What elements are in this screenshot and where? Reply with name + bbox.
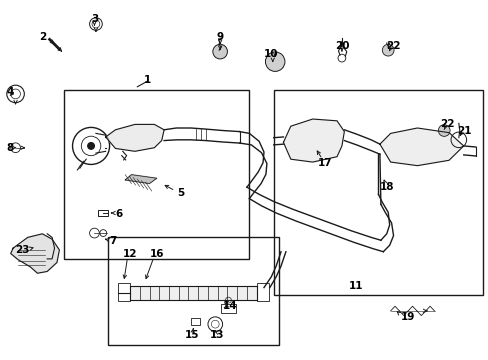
Text: 19: 19 bbox=[400, 312, 414, 322]
Circle shape bbox=[212, 44, 227, 59]
Bar bbox=[221, 304, 235, 313]
Bar bbox=[273, 90, 482, 295]
Text: 10: 10 bbox=[264, 49, 278, 59]
Polygon shape bbox=[125, 175, 157, 184]
Text: 22: 22 bbox=[385, 41, 400, 50]
Text: 20: 20 bbox=[334, 41, 348, 50]
Text: 5: 5 bbox=[177, 188, 184, 198]
Circle shape bbox=[87, 143, 94, 149]
Polygon shape bbox=[11, 234, 59, 273]
Polygon shape bbox=[105, 125, 164, 151]
Circle shape bbox=[382, 44, 393, 56]
Polygon shape bbox=[283, 119, 344, 162]
Polygon shape bbox=[379, 128, 463, 166]
Circle shape bbox=[265, 52, 285, 71]
Text: 13: 13 bbox=[209, 330, 224, 340]
Text: 11: 11 bbox=[348, 281, 363, 291]
Text: 1: 1 bbox=[143, 75, 150, 85]
Text: 12: 12 bbox=[122, 248, 137, 258]
Text: 21: 21 bbox=[456, 126, 471, 135]
Bar bbox=[118, 283, 130, 301]
Text: 2: 2 bbox=[39, 32, 46, 41]
Text: 18: 18 bbox=[379, 182, 393, 192]
Bar bbox=[64, 90, 249, 259]
Text: 4: 4 bbox=[6, 87, 13, 97]
Bar bbox=[98, 211, 108, 216]
Text: 3: 3 bbox=[91, 14, 98, 24]
Circle shape bbox=[437, 125, 449, 136]
Text: 16: 16 bbox=[149, 248, 164, 258]
Text: 17: 17 bbox=[317, 158, 331, 168]
Bar bbox=[108, 237, 278, 345]
Text: 7: 7 bbox=[109, 236, 117, 246]
Bar bbox=[256, 283, 268, 301]
Text: 9: 9 bbox=[216, 32, 223, 41]
Text: 15: 15 bbox=[184, 330, 199, 340]
Text: 23: 23 bbox=[16, 245, 30, 255]
Text: 8: 8 bbox=[6, 143, 13, 153]
Text: 22: 22 bbox=[439, 120, 453, 129]
Polygon shape bbox=[130, 286, 256, 300]
Text: 6: 6 bbox=[116, 209, 122, 219]
Bar bbox=[190, 318, 199, 325]
Text: 14: 14 bbox=[222, 301, 237, 311]
